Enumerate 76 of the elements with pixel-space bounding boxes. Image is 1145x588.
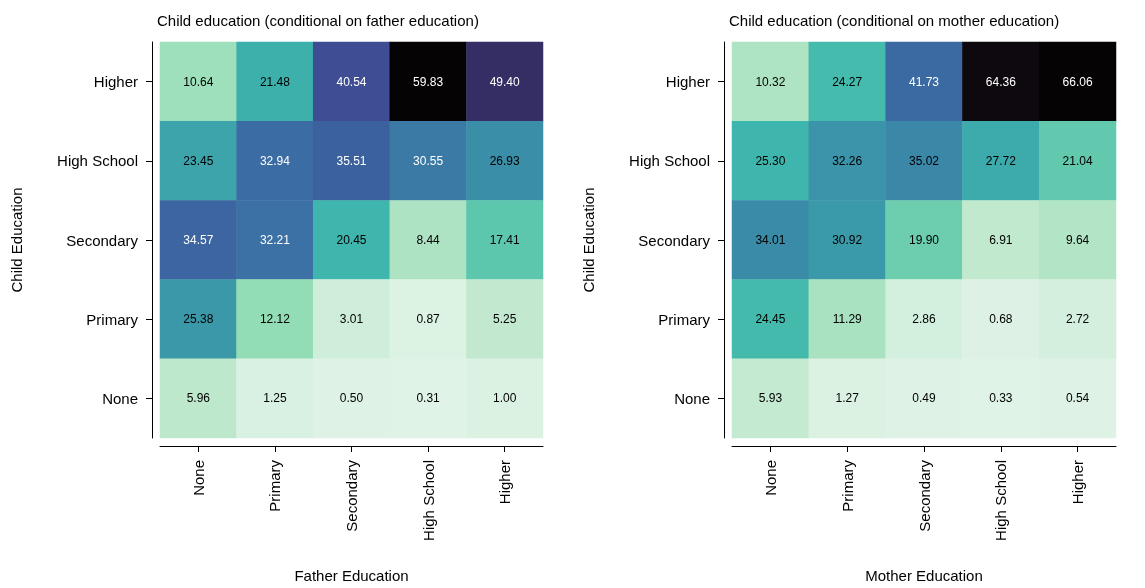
x-tick-label: High School [992, 460, 1010, 541]
data-label: 0.68 [989, 312, 1013, 327]
data-label: 1.00 [493, 391, 517, 406]
data-label: 30.92 [832, 233, 863, 247]
data-label: 0.33 [989, 391, 1013, 406]
data-label: 5.96 [186, 391, 211, 406]
data-label: 21.48 [259, 74, 291, 89]
data-label: 1.25 [263, 391, 287, 406]
y-tick-label: Higher [665, 73, 710, 91]
data-label: 32.26 [832, 153, 863, 168]
data-label: 24.27 [832, 74, 863, 89]
data-label: 30.55 [413, 153, 444, 168]
data-label: 32.21 [259, 233, 291, 247]
data-label: 17.41 [489, 233, 521, 247]
x-tick-label: Higher [496, 460, 514, 505]
data-label: 2.72 [1065, 312, 1090, 327]
data-label: 49.40 [489, 74, 521, 89]
data-label: 19.90 [908, 233, 940, 247]
data-label: 1.27 [835, 391, 860, 406]
data-label: 35.02 [908, 153, 940, 168]
data-label: 6.91 [989, 233, 1013, 247]
y-tick-label: Primary [658, 310, 711, 328]
x-axis-title: Mother Education [865, 567, 983, 584]
y-tick-label: Secondary [66, 231, 139, 249]
y-tick-label: None [674, 389, 710, 407]
data-label: 12.12 [259, 312, 291, 327]
chart-title: Child education (conditional on mother education) [729, 12, 1060, 29]
x-tick-label: None [189, 460, 207, 496]
y-tick-label: Primary [86, 310, 139, 328]
y-axis-title: Child Education [580, 187, 597, 293]
x-axis-title: Father Education [294, 567, 409, 584]
data-label: 2.86 [912, 312, 936, 327]
data-label: 59.83 [413, 74, 444, 89]
x-tick-label: Primary [266, 459, 284, 512]
x-tick-label: High School [419, 460, 437, 541]
data-label: 25.38 [183, 312, 214, 327]
data-label: 26.93 [489, 153, 521, 168]
data-label: 66.06 [1062, 74, 1093, 89]
data-label: 8.44 [416, 233, 441, 247]
y-tick-label: High School [629, 152, 710, 170]
x-tick-label: Primary [838, 459, 856, 512]
y-axis-title: Child Education [8, 187, 25, 293]
data-label: 24.45 [755, 312, 786, 327]
data-label: 41.73 [908, 74, 940, 89]
y-tick-label: Secondary [638, 231, 711, 249]
data-label: 10.32 [755, 74, 786, 89]
y-tick-label: None [102, 389, 138, 407]
data-label: 20.45 [336, 233, 367, 247]
data-label: 40.54 [336, 74, 367, 89]
data-label: 3.01 [339, 312, 364, 327]
y-tick-label: Higher [93, 73, 138, 91]
data-label: 5.93 [758, 391, 783, 406]
data-label: 0.49 [912, 391, 936, 406]
data-label: 23.45 [183, 153, 214, 168]
data-label: 27.72 [985, 153, 1017, 168]
data-label: 9.64 [1065, 233, 1090, 247]
data-label: 64.36 [985, 74, 1017, 89]
chart-title: Child education (conditional on father education) [157, 12, 479, 29]
data-label: 10.64 [183, 74, 214, 89]
data-label: 21.04 [1062, 153, 1093, 168]
x-tick-label: None [761, 460, 779, 496]
data-label: 0.31 [416, 391, 441, 406]
data-label: 34.57 [183, 233, 214, 247]
data-label: 0.87 [416, 312, 441, 327]
data-label: 32.94 [259, 153, 291, 168]
data-label: 5.25 [493, 312, 517, 327]
data-label: 25.30 [755, 153, 786, 168]
data-label: 0.54 [1065, 391, 1090, 406]
x-tick-label: Secondary [915, 459, 933, 532]
data-label: 34.01 [755, 233, 786, 247]
x-tick-label: Higher [1069, 460, 1087, 505]
data-label: 0.50 [339, 391, 364, 406]
data-label: 11.29 [832, 312, 863, 327]
y-tick-label: High School [57, 152, 138, 170]
x-tick-label: Secondary [343, 459, 360, 532]
data-label: 35.51 [336, 153, 367, 168]
